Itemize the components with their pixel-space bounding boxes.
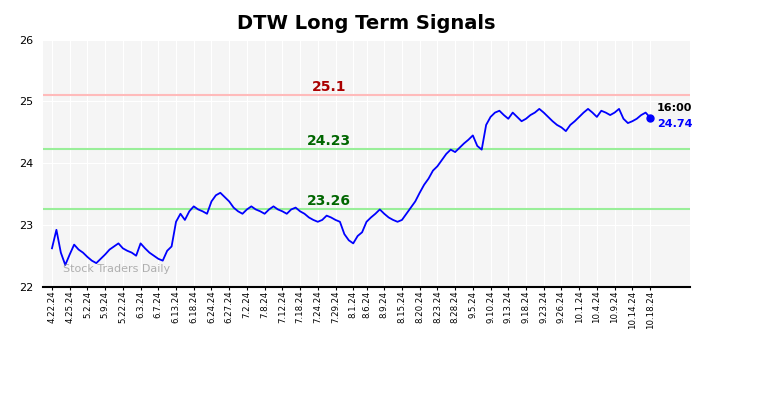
Point <box>644 114 656 121</box>
Text: 24.23: 24.23 <box>307 134 351 148</box>
Text: Stock Traders Daily: Stock Traders Daily <box>63 264 169 274</box>
Text: 23.26: 23.26 <box>307 193 351 207</box>
Text: 25.1: 25.1 <box>312 80 347 94</box>
Text: 16:00: 16:00 <box>657 103 692 113</box>
Title: DTW Long Term Signals: DTW Long Term Signals <box>238 14 495 33</box>
Text: 24.74: 24.74 <box>657 119 692 129</box>
